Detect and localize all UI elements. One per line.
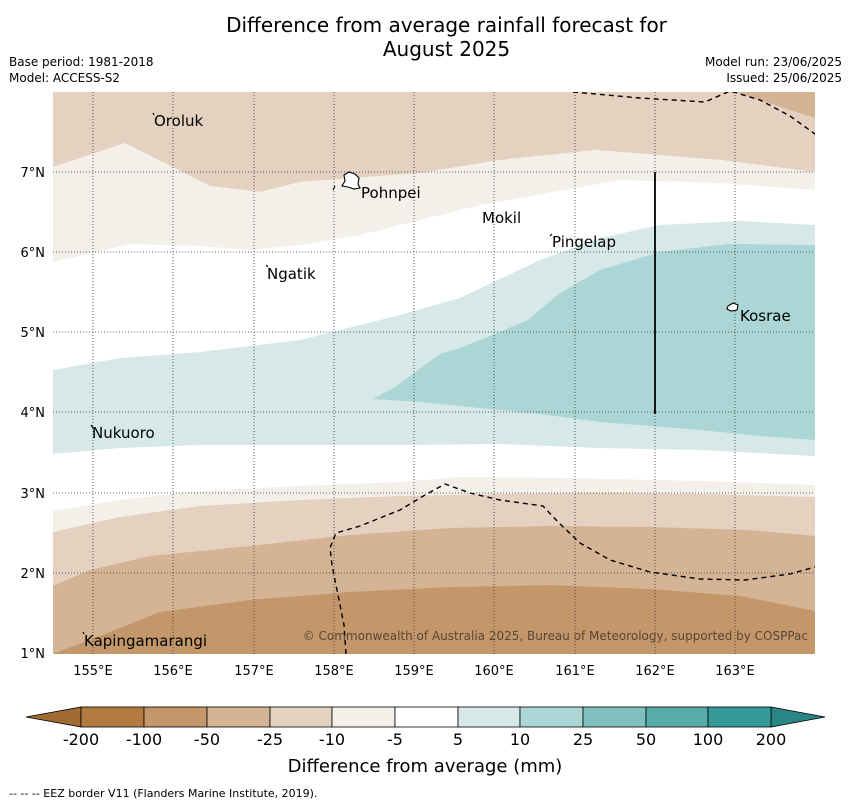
lat-label-5n: 5°N (21, 326, 46, 341)
kapingamarangi-marker (82, 631, 85, 635)
north-darker-patch (735, 92, 815, 118)
map-panel: Oroluk Pohnpei Mokil Pingelap Ngatik Kos… (53, 92, 815, 654)
colorbar-tick-label: 50 (636, 730, 656, 749)
colorbar-tick-label: -5 (387, 730, 403, 749)
lon-label-156e: 156°E (153, 664, 193, 679)
lon-label-157e: 157°E (234, 664, 274, 679)
lon-label-160e: 160°E (474, 664, 514, 679)
colorbar-segment-1 (80, 706, 145, 728)
colorbar-tick-label: 200 (756, 730, 787, 749)
lat-label-7n: 7°N (21, 166, 46, 181)
colorbar-segment-3 (206, 706, 271, 728)
pohnpei-island-outline (341, 171, 361, 190)
colorbar-title: Difference from average (mm) (288, 756, 563, 777)
lon-label-162e: 162°E (635, 664, 675, 679)
place-mokil: Mokil (482, 209, 521, 227)
lon-label-159e: 159°E (394, 664, 434, 679)
eez-border-lines (329, 92, 815, 654)
lon-label-163e: 163°E (715, 664, 755, 679)
map-title-line-1: Difference from average rainfall forecas… (226, 13, 667, 37)
colorbar-segment-8 (519, 706, 584, 728)
place-oroluk: Oroluk (154, 112, 203, 130)
graticule (53, 92, 815, 654)
colorbar-high-extend (770, 706, 826, 728)
colorbar-segment-5 (331, 706, 396, 728)
colorbar-segment-6 (394, 706, 459, 728)
base-period-label: Base period: 1981-2018 (9, 55, 154, 69)
nukuoro-marker (90, 424, 94, 429)
copyright-notice: © Commonwealth of Australia 2025, Bureau… (303, 629, 808, 643)
colorbar-tick-label: -200 (63, 730, 99, 749)
colorbar-tick-label: 5 (453, 730, 463, 749)
lon-label-155e: 155°E (73, 664, 113, 679)
colorbar-low-extend (25, 706, 82, 728)
lat-label-4n: 4°N (21, 406, 46, 421)
lat-label-1n: 1°N (21, 647, 46, 662)
pingelap-marker (549, 233, 553, 237)
ngatik-marker (265, 264, 269, 268)
colorbar-tick-label: 100 (693, 730, 724, 749)
lon-label-158e: 158°E (314, 664, 354, 679)
model-label: Model: ACCESS-S2 (9, 71, 121, 85)
place-pohnpei: Pohnpei (361, 184, 421, 202)
place-nukuoro: Nukuoro (92, 424, 155, 442)
colorbar-tick-label: -50 (194, 730, 220, 749)
colorbar-segment-2 (143, 706, 208, 728)
lat-label-6n: 6°N (21, 246, 46, 261)
lat-label-2n: 2°N (21, 567, 46, 582)
lon-label-161e: 161°E (555, 664, 595, 679)
pohnpei-islet (332, 185, 336, 191)
place-pingelap: Pingelap (552, 233, 616, 251)
colorbar-tick-label: -25 (257, 730, 283, 749)
kosrae-island-outline (726, 302, 739, 312)
place-ngatik: Ngatik (267, 265, 316, 283)
north-dry-band (53, 92, 815, 192)
south-driest-band (53, 585, 815, 654)
central-wetter-core (373, 244, 815, 440)
place-kosrae: Kosrae (740, 307, 791, 325)
colorbar-tick-label: -100 (126, 730, 162, 749)
model-run-label: Model run: 23/06/2025 (704, 55, 842, 69)
colorbar-segment-9 (582, 706, 647, 728)
place-kapingamarangi: Kapingamarangi (84, 632, 207, 650)
colorbar (25, 706, 826, 728)
colorbar-segment-4 (269, 706, 333, 728)
oroluk-marker (152, 112, 155, 116)
colorbar-tick-label: 25 (573, 730, 593, 749)
eez-border-note: -- -- -- EEZ border V11 (Flanders Marine… (9, 787, 317, 800)
lat-label-3n: 3°N (21, 487, 46, 502)
map-title-line-2: August 2025 (382, 37, 511, 61)
colorbar-tick-label: -10 (319, 730, 345, 749)
colorbar-segment-11 (707, 706, 772, 728)
colorbar-tick-label: 10 (510, 730, 530, 749)
colorbar-segment-7 (457, 706, 521, 728)
colorbar-segment-10 (645, 706, 709, 728)
north-light-band (53, 143, 815, 262)
issued-label: Issued: 25/06/2025 (726, 71, 842, 85)
